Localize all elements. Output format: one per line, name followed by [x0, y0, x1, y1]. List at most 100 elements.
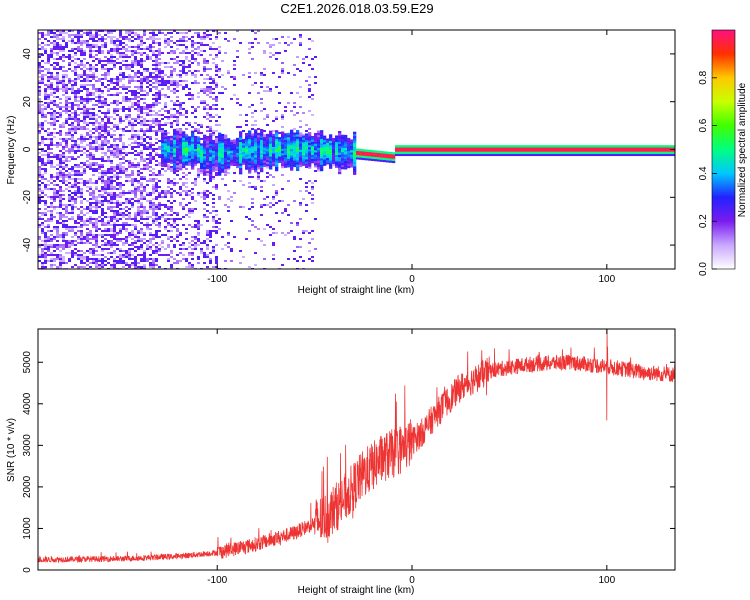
heatmap-cell: [56, 228, 59, 230]
heatmap-signal-cell: [320, 140, 324, 144]
heatmap-cell: [59, 58, 62, 60]
heatmap-cell: [80, 52, 83, 54]
heatmap-cell: [38, 86, 41, 88]
heatmap-cell: [191, 264, 194, 266]
heatmap-cell: [101, 250, 104, 252]
heatmap-signal-cell: [161, 149, 165, 152]
heatmap-cell: [101, 38, 104, 40]
heatmap-cell: [86, 112, 89, 114]
heatmap-signal-cell: [269, 165, 273, 168]
heatmap-cell: [80, 174, 83, 176]
heatmap-cell: [137, 48, 140, 50]
heatmap-cell: [119, 120, 122, 122]
heatmap-cell: [281, 126, 284, 128]
heatmap-cell: [38, 94, 41, 96]
heatmap-cell: [86, 96, 89, 98]
heatmap-cell: [158, 72, 161, 74]
heatmap-cell: [65, 234, 68, 236]
heatmap-cell: [65, 208, 68, 210]
heatmap-signal-cell: [182, 154, 186, 158]
heatmap-signal-cell: [275, 156, 279, 159]
heatmap-cell: [149, 128, 152, 130]
heatmap-signal-cell: [260, 156, 264, 160]
heatmap-cell: [65, 228, 68, 230]
heatmap-cell: [56, 232, 59, 234]
heatmap-cell: [131, 218, 134, 220]
heatmap-cell: [158, 254, 161, 256]
heatmap-cell: [194, 180, 197, 182]
heatmap-cell: [68, 190, 71, 192]
heatmap-cell: [233, 76, 236, 78]
heatmap-cell: [56, 90, 59, 92]
heatmap-cell: [38, 208, 41, 210]
heatmap-cell: [113, 214, 116, 216]
heatmap-signal-cell: [308, 144, 312, 148]
heatmap-cell: [53, 112, 56, 114]
heatmap-signal-cell: [275, 158, 279, 161]
heatmap-cell: [92, 146, 95, 148]
heatmap-signal-cell: [239, 163, 243, 166]
heatmap-cell: [260, 190, 263, 192]
heatmap-cell: [101, 100, 104, 102]
heatmap-cell: [134, 262, 137, 264]
heatmap-cell: [305, 190, 308, 192]
heatmap-cell: [41, 46, 44, 48]
heatmap-cell: [215, 266, 218, 268]
heatmap-cell: [89, 230, 92, 232]
heatmap-cell: [113, 224, 116, 226]
heatmap-cell: [161, 52, 164, 54]
heatmap-cell: [197, 64, 200, 66]
heatmap-signal-cell: [182, 142, 186, 145]
heatmap-cell: [116, 214, 119, 216]
heatmap-cell: [62, 60, 65, 62]
heatmap-cell: [266, 176, 269, 178]
heatmap-cell: [131, 90, 134, 92]
heatmap-cell: [266, 196, 269, 198]
heatmap-signal-cell: [275, 164, 279, 167]
heatmap-cell: [146, 78, 149, 80]
heatmap-cell: [170, 192, 173, 194]
heatmap-cell: [212, 252, 215, 254]
heatmap-cell: [170, 206, 173, 208]
heatmap-signal-cell: [167, 143, 171, 146]
heatmap-cell: [119, 188, 122, 190]
heatmap-signal-cell: [257, 137, 261, 140]
heatmap-signal-cell: [338, 139, 342, 142]
heatmap-cell: [158, 74, 161, 76]
heatmap-signal-cell: [218, 141, 222, 144]
heatmap-cell: [41, 214, 44, 216]
heatmap-cell: [155, 42, 158, 44]
heatmap-signal-cell: [305, 148, 309, 151]
heatmap-cell: [158, 50, 161, 52]
heatmap-cell: [98, 94, 101, 96]
heatmap-cell: [59, 180, 62, 182]
heatmap-cell: [140, 84, 143, 86]
heatmap-signal-cell: [317, 152, 321, 155]
heatmap-cell: [137, 138, 140, 140]
heatmap-signal-cell: [179, 150, 183, 154]
heatmap-cell: [47, 70, 50, 72]
heatmap-signal-cell: [332, 159, 336, 162]
heatmap-cell: [128, 176, 131, 178]
heatmap-cell: [38, 170, 41, 172]
heatmap-cell: [56, 86, 59, 88]
heatmap-cell: [137, 92, 140, 94]
heatmap-cell: [311, 94, 314, 96]
heatmap-cell: [128, 218, 131, 220]
heatmap-cell: [56, 46, 59, 48]
heatmap-cell: [68, 246, 71, 248]
heatmap-cell: [68, 78, 71, 80]
heatmap-cell: [164, 96, 167, 98]
heatmap-cell: [59, 164, 62, 166]
heatmap-cell: [122, 64, 125, 66]
heatmap-cell: [56, 120, 59, 122]
heatmap-cell: [155, 204, 158, 206]
heatmap-cell: [131, 32, 134, 34]
heatmap-cell: [77, 42, 80, 44]
heatmap-cell: [125, 108, 128, 110]
heatmap-cell: [203, 44, 206, 46]
heatmap-signal-cell: [281, 157, 285, 160]
heatmap-cell: [212, 206, 215, 208]
heatmap-cell: [209, 234, 212, 236]
heatmap-cell: [152, 208, 155, 210]
